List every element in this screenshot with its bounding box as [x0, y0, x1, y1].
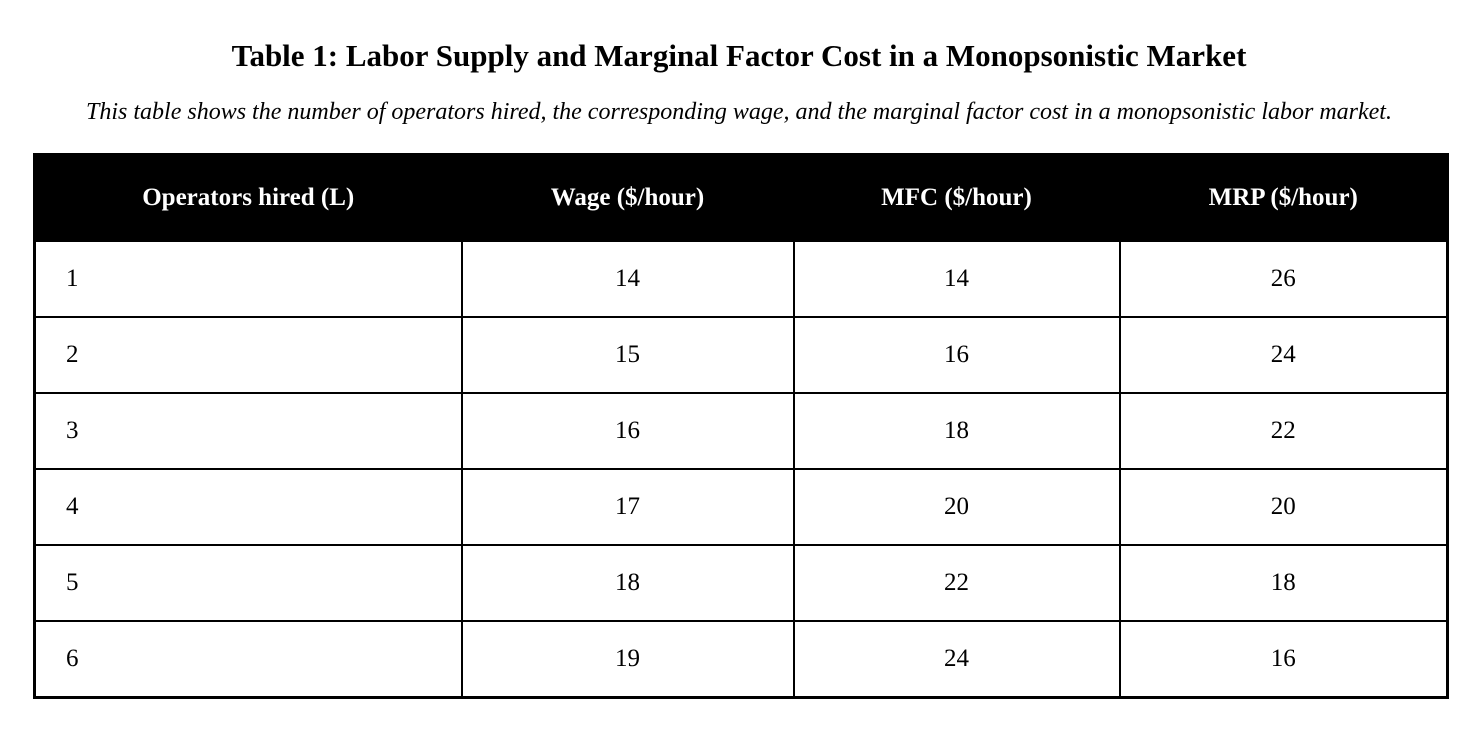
cell-wage: 16 [460, 392, 795, 470]
cell-operators: 5 [33, 544, 463, 622]
cell-mfc: 16 [792, 316, 1121, 394]
column-header-operators: Operators hired (L) [33, 154, 462, 241]
table-title: Table 1: Labor Supply and Marginal Facto… [231, 38, 1247, 73]
cell-mrp: 24 [1118, 316, 1449, 394]
cell-operators: 6 [33, 620, 463, 699]
column-header-mfc: MFC ($/hour) [792, 154, 1120, 241]
cell-mrp: 18 [1118, 544, 1449, 622]
cell-wage: 19 [460, 620, 795, 699]
cell-mrp: 20 [1118, 468, 1449, 546]
column-header-mrp: MRP ($/hour) [1118, 154, 1448, 241]
cell-mrp: 22 [1118, 392, 1449, 470]
table-row: 6 19 24 16 [33, 620, 1449, 699]
cell-wage: 17 [460, 468, 795, 546]
data-table: Operators hired (L) Wage ($/hour) MFC ($… [33, 153, 1449, 699]
cell-wage: 14 [460, 240, 795, 318]
cell-mfc: 22 [792, 544, 1121, 622]
table-row: 4 17 20 20 [33, 468, 1449, 546]
header-row: Operators hired (L) Wage ($/hour) MFC ($… [33, 154, 1448, 241]
cell-mrp: 16 [1118, 620, 1449, 699]
cell-wage: 15 [460, 316, 795, 394]
cell-mfc: 20 [792, 468, 1121, 546]
cell-mfc: 18 [792, 392, 1121, 470]
cell-wage: 18 [460, 544, 795, 622]
table-row: 1 14 14 26 [33, 240, 1449, 318]
cell-operators: 4 [33, 468, 463, 546]
cell-operators: 1 [33, 240, 463, 318]
cell-mfc: 24 [792, 620, 1121, 699]
cell-operators: 2 [33, 316, 463, 394]
table-caption: This table shows the number of operators… [86, 99, 1392, 125]
table-row: 2 15 16 24 [33, 316, 1449, 394]
cell-operators: 3 [33, 392, 463, 470]
cell-mfc: 14 [792, 240, 1121, 318]
table-row: 3 16 18 22 [33, 392, 1449, 470]
cell-mrp: 26 [1118, 240, 1449, 318]
table-row: 5 18 22 18 [33, 544, 1449, 622]
column-header-wage: Wage ($/hour) [460, 154, 794, 241]
